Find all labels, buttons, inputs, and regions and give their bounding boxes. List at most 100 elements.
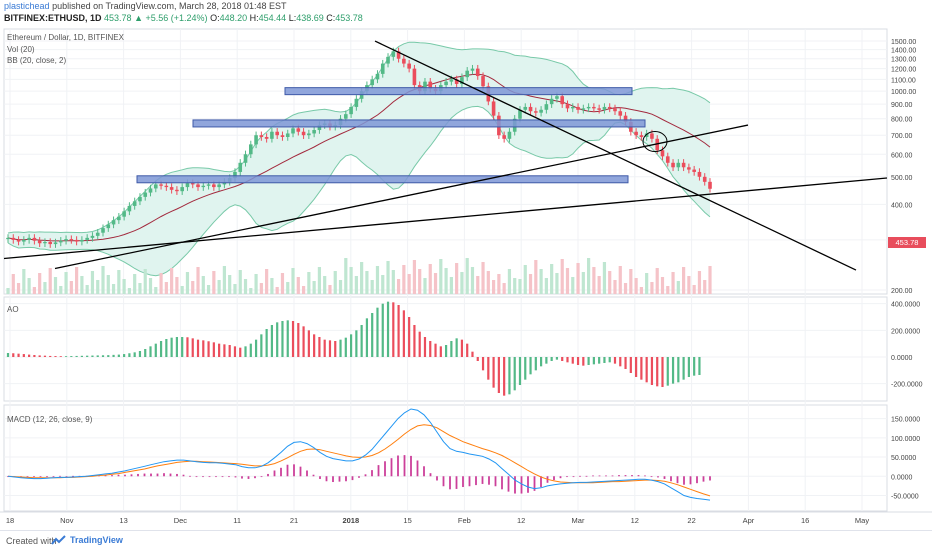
macd-histogram-bar [364, 474, 367, 477]
candle-body [354, 98, 359, 107]
volume-bar [523, 265, 527, 294]
volume-bar [69, 281, 73, 294]
candle-body [85, 237, 89, 240]
candle-body [650, 133, 654, 139]
volume-bar [623, 283, 628, 294]
macd-histogram-bar [345, 476, 347, 482]
macd-histogram-bar [579, 475, 581, 477]
ao-bar [117, 354, 120, 357]
candle-body [618, 111, 623, 116]
volume-bar [222, 266, 227, 294]
volume-bar [148, 278, 153, 294]
candle-body [212, 184, 216, 188]
macd-histogram-bar [351, 476, 354, 481]
volume-bar [465, 258, 469, 294]
support-resistance-zone [284, 87, 633, 96]
volume-bar [682, 267, 686, 294]
candle-body [570, 106, 575, 109]
ao-bar [33, 355, 36, 357]
volume-bar [518, 279, 522, 294]
ao-bar [555, 357, 559, 360]
macd-axis-tick: 50.0000 [891, 455, 916, 462]
ao-bar [218, 343, 221, 357]
macd-histogram-bar [657, 476, 659, 478]
volume-bar [634, 278, 638, 294]
ao-bar [624, 357, 627, 369]
macd-histogram-bar [566, 476, 568, 478]
macd-histogram-bar [254, 476, 256, 479]
macd-histogram-bar [182, 474, 185, 477]
macd-histogram-bar [130, 474, 133, 477]
volume-bar [660, 277, 665, 294]
candle-body [687, 167, 691, 170]
candle-body [375, 73, 380, 80]
ao-bar [344, 337, 347, 357]
volume-bar [476, 276, 480, 294]
ao-bar [349, 334, 353, 357]
bb-legend: BB (20, close, 2) [7, 56, 67, 65]
macd-histogram-bar [111, 475, 113, 477]
macd-histogram-bar [150, 473, 152, 477]
ao-bar [186, 337, 189, 357]
volume-bar [587, 258, 591, 294]
macd-histogram-bar [624, 475, 627, 477]
volume-bar [90, 271, 95, 294]
ao-bar [656, 357, 659, 387]
volume-bar [159, 273, 163, 294]
candle-body [69, 239, 74, 241]
candle-body [153, 184, 158, 189]
candle-body [254, 135, 258, 145]
macd-histogram-bar [52, 476, 55, 478]
ao-bar [402, 310, 405, 357]
ao-bar [518, 357, 522, 385]
volume-bar [280, 273, 285, 294]
ao-bar [128, 353, 131, 357]
chart-area[interactable]: 1500.00 1400.00 1300.00 1200.00 1100.00 1000.… [0, 26, 932, 530]
time-axis-tick: 2018 [342, 516, 359, 525]
volume-bar [75, 267, 79, 294]
volume-bar [53, 277, 58, 294]
macd-histogram-bar [520, 476, 523, 494]
time-axis-tick: 16 [801, 516, 809, 525]
candle-body [528, 106, 533, 112]
macd-histogram-bar [260, 476, 263, 478]
volume-bar [507, 269, 512, 294]
ao-bar [270, 325, 274, 357]
volume-bar [196, 267, 200, 294]
ao-bar [207, 341, 210, 357]
volume-bar [317, 267, 322, 294]
low-label: L: [288, 13, 297, 23]
ao-bar [698, 357, 701, 375]
volume-bar [581, 272, 585, 294]
candle-body [549, 98, 554, 105]
candle-body [518, 109, 522, 119]
macd-histogram-bar [533, 476, 536, 491]
macd-histogram-bar [215, 476, 217, 478]
tradingview-brand[interactable]: TradingView [70, 535, 123, 545]
volume-bar [428, 264, 432, 294]
time-axis-tick: 11 [233, 516, 241, 525]
price-change: +5.56 (+1.24%) [145, 13, 208, 23]
volume-bar [460, 272, 464, 294]
candle-body [233, 171, 237, 179]
candle-body [101, 228, 105, 233]
candle-body [74, 239, 79, 242]
volume-bar [576, 263, 580, 294]
publisher-link[interactable]: plastichead [4, 1, 50, 11]
macd-histogram-bar [358, 476, 360, 478]
volume-bar [597, 276, 601, 294]
candle-body [597, 108, 601, 110]
volume-bar [217, 280, 221, 294]
volume-bar [22, 269, 26, 294]
volume-bar [127, 288, 131, 294]
volume-bar [555, 273, 559, 294]
macd-histogram-bar [455, 476, 458, 489]
last-price-tag: 453.78 [888, 237, 926, 248]
ao-axis-tick: 200.0000 [891, 328, 920, 335]
candle-body [491, 101, 496, 116]
ao-bar [444, 345, 448, 357]
time-axis-tick: Nov [60, 516, 74, 525]
macd-histogram-bar [124, 474, 126, 477]
symbol-label[interactable]: BITFINEX:ETHUSD, 1D [4, 13, 102, 23]
macd-histogram-bar [442, 476, 445, 487]
